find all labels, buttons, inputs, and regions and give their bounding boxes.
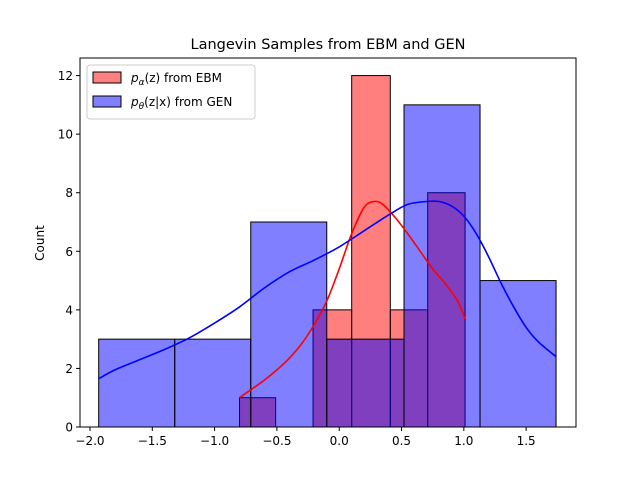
- legend-swatch-series0: [92, 71, 122, 84]
- legend-swatch-series1: [92, 95, 122, 108]
- x-tick-label: −1.5: [138, 434, 167, 448]
- y-tick-label: 12: [58, 69, 73, 83]
- legend-label-series0: pα(z) from EBM: [130, 71, 222, 88]
- legend-label-subscript: α: [139, 78, 145, 88]
- y-tick-label: 8: [65, 186, 73, 200]
- y-axis-label: Count: [33, 225, 47, 261]
- legend-label-rest: (z) from EBM: [145, 71, 222, 85]
- plot-frame: [79, 57, 577, 428]
- x-tick-label: 0.5: [392, 434, 411, 448]
- kde-layer: [98, 200, 557, 399]
- legend-label-rest: (z|x) from GEN: [144, 95, 232, 109]
- y-tick-label: 2: [65, 362, 73, 376]
- bar-series1-bin0: [98, 338, 176, 428]
- x-tick-label: 1.5: [517, 434, 536, 448]
- x-tick-label: 0.0: [330, 434, 349, 448]
- bar-series1-bin1: [174, 338, 252, 428]
- y-tick-label: 4: [65, 303, 73, 317]
- legend-box: [86, 64, 256, 120]
- y-tick-label: 6: [65, 245, 73, 259]
- y-tick-label: 0: [65, 421, 73, 435]
- legend-label-subscript: θ: [139, 102, 145, 112]
- bars-layer: [98, 75, 557, 428]
- x-tick-label: −0.5: [262, 434, 291, 448]
- y-tick-label: 10: [58, 128, 73, 142]
- legend-label-main: p: [130, 95, 139, 109]
- x-tick-label: −1.0: [200, 434, 229, 448]
- legend-label-series1: pθ(z|x) from GEN: [130, 95, 232, 112]
- bar-series1-bin3: [326, 338, 405, 428]
- bar-series1-bin4: [403, 104, 481, 428]
- legend-label-main: p: [130, 71, 139, 85]
- kde-line-series1: [98, 200, 557, 380]
- kde-line-series0: [239, 200, 466, 399]
- bar-series1-bin5: [479, 280, 557, 428]
- x-tick-label: −2.0: [75, 434, 104, 448]
- chart-title: Langevin Samples from EBM and GEN: [191, 37, 466, 53]
- bar-series1-bin2: [250, 221, 328, 428]
- x-tick-label: 1.0: [454, 434, 473, 448]
- axes-layer: −2.0 −1.5 −1.0 −0.5 0.0 0.5 1.0 1.5 0 2 4 6 8 10 12: [58, 57, 577, 448]
